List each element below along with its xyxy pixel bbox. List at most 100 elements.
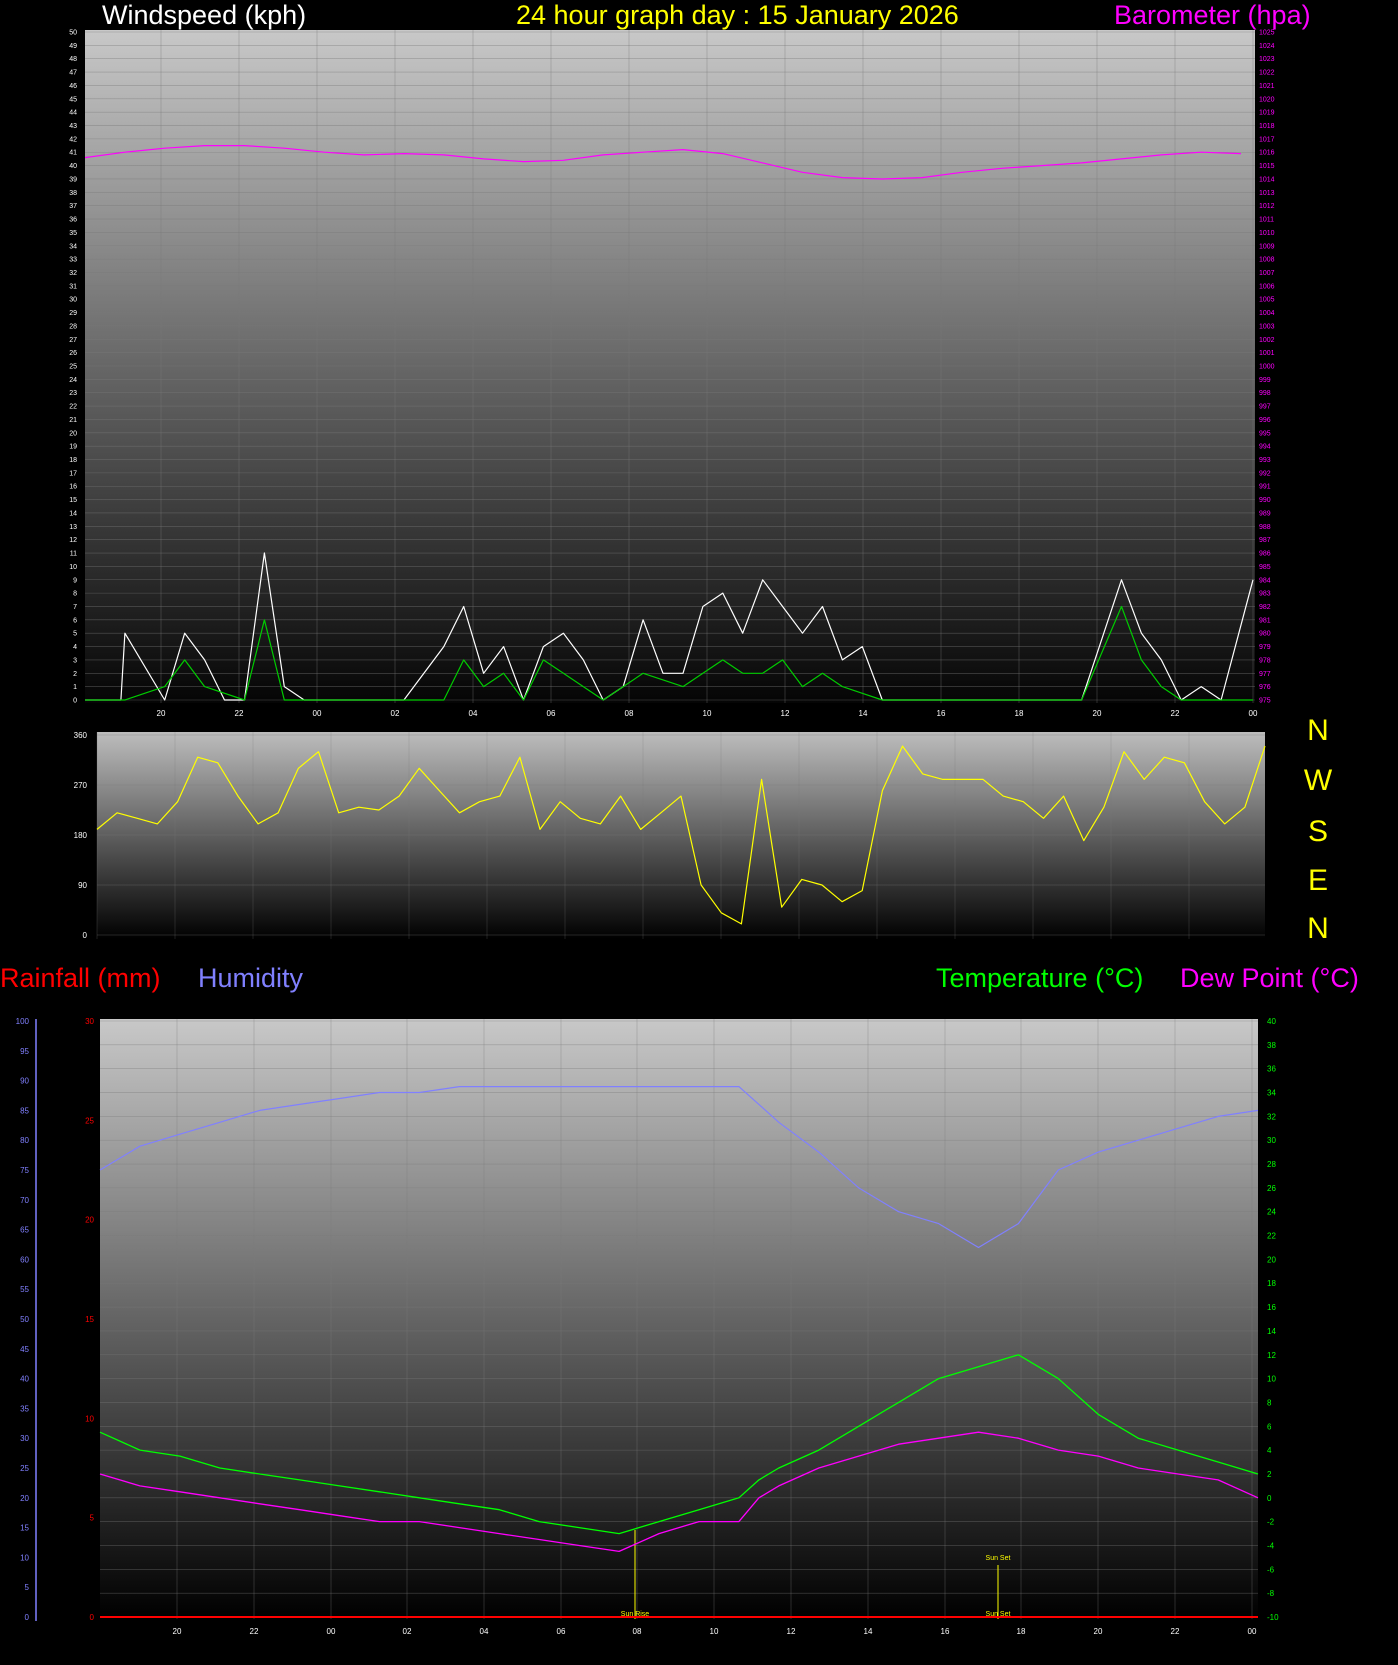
barometer-tick-label: 1017 (1259, 136, 1275, 143)
barometer-tick-label: 1002 (1259, 337, 1275, 344)
wind-tick-label: 34 (69, 243, 77, 250)
temperature-tick-label: 24 (1267, 1208, 1276, 1217)
barometer-tick-label: 994 (1259, 444, 1271, 451)
temperature-x-tick-label: 02 (403, 1627, 412, 1636)
temperature-tick-label: 14 (1267, 1327, 1276, 1336)
humidity-tick-label: 85 (20, 1106, 29, 1115)
wind-tick-label: 48 (69, 56, 77, 63)
wind-x-tick-label: 20 (157, 709, 166, 718)
wind-x-tick-label: 22 (1171, 709, 1180, 718)
wind-tick-label: 7 (73, 604, 77, 611)
humidity-tick-label: 50 (20, 1315, 29, 1324)
temperature-x-tick-label: 00 (327, 1627, 336, 1636)
temperature-x-tick-label: 00 (1248, 1627, 1257, 1636)
direction-tick-label: 360 (74, 731, 88, 740)
barometer-tick-label: 978 (1259, 657, 1271, 664)
humidity-title: Humidity (198, 963, 304, 993)
humidity-tick-label: 20 (20, 1494, 29, 1503)
humidity-tick-label: 40 (20, 1375, 29, 1384)
wind-tick-label: 35 (69, 230, 77, 237)
wind-tick-label: 2 (73, 671, 77, 678)
direction-label-s: S (1307, 815, 1328, 848)
dewpoint-line (99, 1431, 1259, 1553)
barometer-tick-label: 1018 (1259, 123, 1275, 130)
wind-tick-label: 42 (69, 136, 77, 143)
wind-tick-label: 46 (69, 83, 77, 90)
barometer-tick-label: 1020 (1259, 96, 1275, 103)
temperature-tick-label: 22 (1267, 1232, 1276, 1241)
barometer-tick-label: 1015 (1259, 163, 1275, 170)
humidity-tick-label: 10 (20, 1553, 29, 1562)
wind-x-tick-label: 18 (1015, 709, 1024, 718)
barometer-tick-label: 988 (1259, 524, 1271, 531)
wind-tick-label: 49 (69, 43, 77, 50)
humidity-tick-label: 60 (20, 1255, 29, 1264)
rain-tick-label: 20 (85, 1216, 94, 1225)
wind-x-tick-label: 00 (313, 709, 322, 718)
temperature-title: Temperature (°C) (936, 963, 1144, 993)
temperature-tick-label: -2 (1267, 1518, 1275, 1527)
temperature-tick-label: 4 (1267, 1446, 1272, 1455)
barometer-tick-label: 1023 (1259, 56, 1275, 63)
barometer-tick-label: 1024 (1259, 43, 1275, 50)
barometer-tick-label: 991 (1259, 484, 1271, 491)
barometer-tick-label: 977 (1259, 671, 1271, 678)
chart-date-title: 24 hour graph day : 15 January 2026 (516, 0, 959, 30)
temperature-tick-label: 34 (1267, 1089, 1276, 1098)
wind-tick-label: 20 (69, 430, 77, 437)
barometer-tick-label: 999 (1259, 377, 1271, 384)
temperature-tick-label: 20 (1267, 1255, 1276, 1264)
barometer-tick-label: 989 (1259, 510, 1271, 517)
barometer-tick-label: 1022 (1259, 70, 1275, 77)
wind-tick-label: 27 (69, 337, 77, 344)
wind-tick-label: 25 (69, 364, 77, 371)
temperature-tick-label: 16 (1267, 1303, 1276, 1312)
humidity-tick-label: 45 (20, 1345, 29, 1354)
wind-tick-label: 10 (69, 564, 77, 571)
direction-label-n-bottom: N (1307, 912, 1329, 945)
barometer-tick-label: 983 (1259, 591, 1271, 598)
direction-label-e: E (1307, 864, 1328, 897)
wind-x-tick-label: 10 (703, 709, 712, 718)
temperature-tick-label: 0 (1267, 1494, 1272, 1503)
rain-tick-label: 10 (85, 1414, 94, 1423)
barometer-tick-label: 982 (1259, 604, 1271, 611)
temperature-x-tick-label: 10 (710, 1627, 719, 1636)
wind-plot-area (85, 30, 1255, 703)
wind-x-tick-label: 22 (235, 709, 244, 718)
barometer-tick-label: 1005 (1259, 297, 1275, 304)
barometer-tick-label: 984 (1259, 577, 1271, 584)
wind-tick-label: 36 (69, 217, 77, 224)
wind-tick-label: 24 (69, 377, 77, 384)
temperature-tick-label: 8 (1267, 1398, 1272, 1407)
wind-tick-label: 16 (69, 484, 77, 491)
barometer-tick-label: 979 (1259, 644, 1271, 651)
wind-tick-label: 26 (69, 350, 77, 357)
wind-tick-label: 4 (73, 644, 77, 651)
humidity-tick-label: 5 (25, 1583, 30, 1592)
barometer-tick-label: 987 (1259, 537, 1271, 544)
direction-tick-label: 90 (78, 881, 87, 890)
humidity-tick-label: 25 (20, 1464, 29, 1473)
wind-tick-label: 38 (69, 190, 77, 197)
direction-label-n-top: N (1307, 714, 1329, 747)
wind-tick-label: 14 (69, 510, 77, 517)
direction-plot-area (97, 732, 1265, 939)
rain-tick-label: 5 (90, 1514, 95, 1523)
wind-average-line (85, 605, 1253, 701)
barometer-tick-label: 996 (1259, 417, 1271, 424)
wind-tick-label: 30 (69, 297, 77, 304)
barometer-tick-label: 998 (1259, 390, 1271, 397)
barometer-tick-label: 1016 (1259, 150, 1275, 157)
direction-tick-label: 180 (74, 831, 88, 840)
temperature-x-tick-label: 12 (787, 1627, 796, 1636)
barometer-tick-label: 997 (1259, 404, 1271, 411)
temperature-tick-label: -10 (1267, 1613, 1279, 1622)
barometer-tick-label: 1025 (1259, 30, 1275, 37)
barometer-tick-label: 990 (1259, 497, 1271, 504)
rain-tick-label: 25 (85, 1116, 94, 1125)
humidity-tick-label: 30 (20, 1434, 29, 1443)
dewpoint-title: Dew Point (°C) (1180, 963, 1359, 993)
windspeed-title: Windspeed (kph) (102, 0, 307, 30)
